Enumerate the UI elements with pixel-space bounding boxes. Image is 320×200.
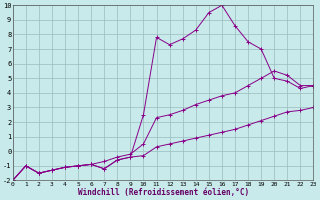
X-axis label: Windchill (Refroidissement éolien,°C): Windchill (Refroidissement éolien,°C) <box>77 188 249 197</box>
